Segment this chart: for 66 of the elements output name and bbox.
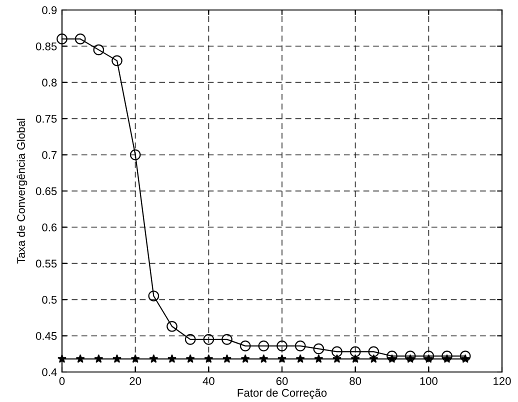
point	[204, 354, 214, 363]
y-axis-title: Taxa de Convergência Global	[16, 118, 28, 264]
point	[166, 320, 178, 332]
y-tick-label: 0.85	[36, 42, 57, 50]
y-tick-label: 0.45	[36, 332, 57, 340]
point	[442, 350, 452, 362]
point	[424, 354, 434, 363]
point	[406, 354, 415, 363]
point	[387, 354, 397, 363]
point	[167, 354, 177, 363]
y-tick-label: 0.9	[42, 6, 57, 14]
point	[94, 354, 104, 363]
y-tick-label: 0.75	[36, 114, 57, 123]
point	[74, 34, 86, 44]
point	[369, 354, 378, 363]
point	[442, 354, 452, 363]
point	[57, 354, 67, 363]
point	[460, 354, 470, 363]
x-axis-title: Fator de Correção	[238, 388, 327, 400]
y-tick-label: 0.8	[42, 78, 57, 87]
point	[314, 354, 324, 363]
point	[423, 350, 434, 362]
point	[222, 354, 232, 363]
point	[56, 34, 68, 44]
point	[404, 350, 416, 362]
point	[368, 346, 380, 358]
x-tick-label: 20	[130, 377, 142, 386]
point	[222, 334, 232, 345]
x-tick-label: 60	[276, 377, 288, 386]
point	[148, 290, 160, 302]
point	[259, 354, 268, 363]
point	[296, 354, 305, 363]
y-tick-label: 0.6	[42, 223, 57, 232]
point	[460, 350, 471, 362]
y-tick-label: 0.55	[36, 260, 57, 268]
x-tick-label: 100	[420, 377, 438, 386]
point	[76, 354, 85, 363]
y-tick-label: 0.65	[36, 187, 57, 196]
point	[350, 346, 361, 358]
point	[130, 149, 141, 160]
point	[276, 340, 288, 352]
x-tick-label: 80	[350, 377, 362, 386]
point	[93, 44, 104, 56]
x-tick-label: 120	[494, 377, 511, 386]
point	[203, 334, 214, 345]
point	[112, 55, 122, 66]
y-tick-label: 0.7	[42, 151, 57, 159]
x-tick-label: 40	[202, 377, 214, 386]
y-tick-label: 0.4	[42, 368, 57, 376]
point	[186, 354, 195, 363]
point	[350, 354, 360, 363]
point	[386, 350, 398, 362]
point	[294, 340, 306, 352]
point	[184, 334, 196, 345]
point	[112, 354, 122, 363]
x-tick-label: 0	[59, 377, 65, 386]
point	[258, 340, 270, 352]
point	[149, 354, 158, 363]
point	[332, 354, 342, 363]
point	[277, 354, 287, 363]
point	[130, 354, 140, 363]
y-tick-label: 0.5	[42, 296, 57, 304]
point	[313, 343, 324, 354]
point	[240, 354, 250, 363]
point	[240, 340, 251, 352]
point	[332, 346, 342, 358]
